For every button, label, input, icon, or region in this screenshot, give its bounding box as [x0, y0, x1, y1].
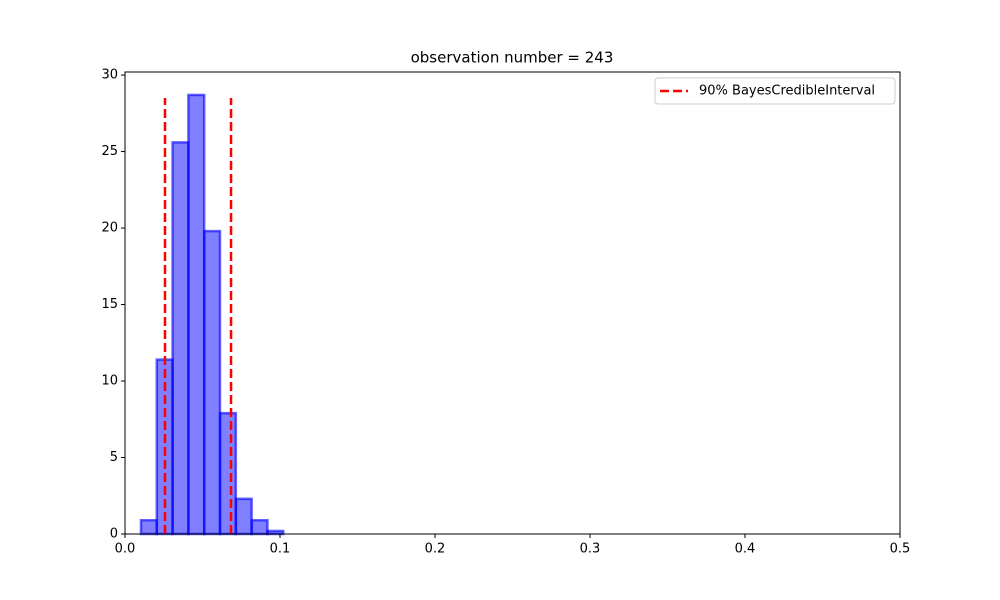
legend-box — [654, 77, 896, 105]
y-tick-label: 0 — [110, 527, 118, 542]
legend-label: 90% BayesCredibleInterval — [699, 84, 875, 99]
histogram-bar — [250, 518, 269, 536]
x-tick-label: 0.0 — [115, 542, 136, 557]
histogram-bar — [202, 229, 222, 536]
x-tick-label: 0.3 — [580, 542, 601, 557]
chart-title: observation number = 243 — [411, 49, 614, 67]
y-tick-label: 20 — [101, 221, 118, 236]
y-tick-label: 30 — [101, 68, 118, 83]
histogram-bar — [234, 497, 253, 536]
histogram-bar — [218, 411, 238, 536]
histogram-bar — [187, 93, 206, 536]
x-tick-label: 0.1 — [270, 542, 291, 557]
x-tick-label: 0.4 — [735, 542, 756, 557]
histogram-bar — [139, 518, 159, 536]
y-tick-label: 25 — [101, 144, 118, 159]
x-tick-label: 0.2 — [425, 542, 446, 557]
histogram-bar — [171, 141, 190, 536]
y-tick-label: 15 — [101, 297, 118, 312]
y-tick-label: 10 — [101, 374, 118, 389]
y-tick-label: 5 — [110, 450, 118, 465]
x-tick-label: 0.5 — [890, 542, 911, 557]
axes-frame — [124, 71, 901, 535]
